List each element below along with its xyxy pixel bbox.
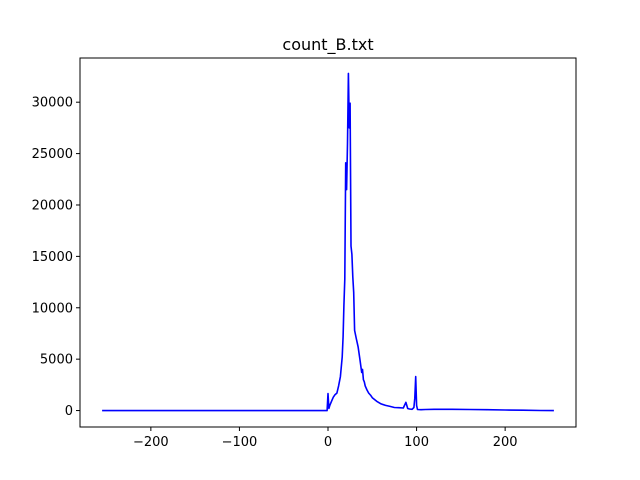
- x-tick-label-3: 100: [404, 435, 429, 450]
- y-tick-label-2: 10000: [32, 301, 73, 316]
- y-tick-label-5: 25000: [32, 147, 73, 162]
- x-tick-label-2: 0: [324, 435, 332, 450]
- x-tick-label-4: 200: [493, 435, 518, 450]
- chart-title: count_B.txt: [282, 35, 373, 55]
- y-axis: 0 5000 10000 15000 20000 25000 30000: [32, 96, 80, 419]
- series-line-0: [102, 72, 554, 412]
- y-tick-label-4: 20000: [32, 198, 73, 213]
- y-tick-label-3: 15000: [32, 250, 73, 265]
- x-tick-label-0: −200: [133, 435, 169, 450]
- y-tick-label-6: 30000: [32, 96, 73, 111]
- y-tick-label-0: 0: [65, 404, 73, 419]
- x-axis: −200 −100 0 100 200: [133, 427, 518, 450]
- series-layer: [102, 72, 554, 412]
- y-tick-label-1: 5000: [40, 353, 73, 368]
- x-tick-label-1: −100: [222, 435, 258, 450]
